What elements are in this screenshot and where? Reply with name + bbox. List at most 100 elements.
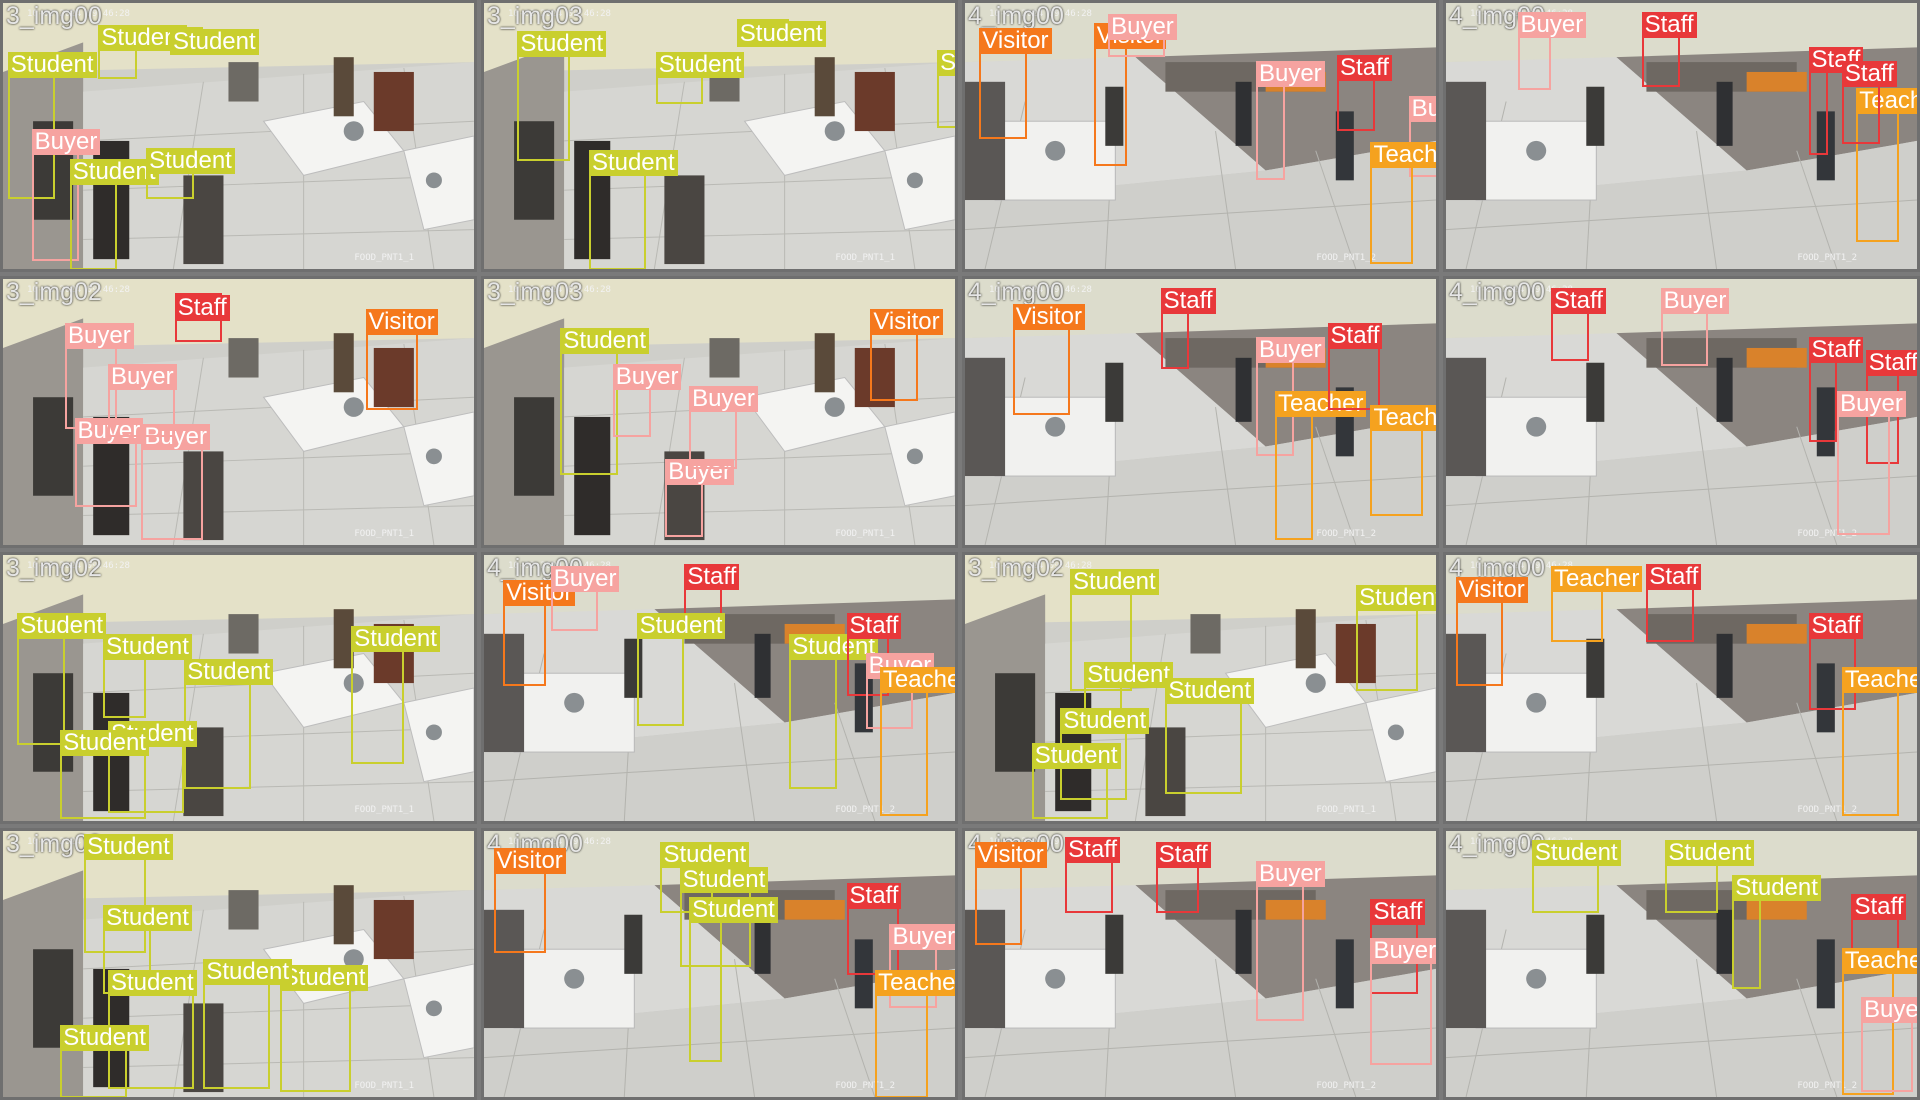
detection-label: Teacher (1370, 142, 1436, 169)
camera-id: FOOD_PNT1_1 (835, 529, 895, 539)
detection-box-teacher: Teacher (1841, 667, 1917, 817)
camera-id: FOOD_PNT1_1 (354, 253, 414, 263)
cafeteria-scene (3, 555, 474, 821)
detection-box-student: Student (60, 729, 149, 819)
detection-box-student: Student (98, 25, 188, 80)
detection-box-staff: Staff (1370, 899, 1426, 995)
detection-label: Student (660, 842, 750, 869)
tile-label: 3_img02 (6, 554, 102, 582)
detection-label: Buyer (1408, 95, 1436, 122)
detection-box-student: Student (789, 634, 878, 789)
detection-box-student: Student (1165, 677, 1255, 795)
camera-tile: 10-03-2024 09:46:28 FOOD_PNT1_2 4_img00 … (1443, 0, 1920, 272)
camera-id: FOOD_PNT1_2 (1316, 253, 1376, 263)
cafeteria-scene (1446, 555, 1917, 821)
detection-box-student: Student (146, 147, 235, 199)
tile-label: 4_img00 (968, 2, 1064, 30)
detection-label: Student (60, 729, 149, 756)
camera-id: FOOD_PNT1_1 (354, 805, 414, 815)
detection-box-teacher: Teacher (1841, 948, 1917, 1095)
detection-box-visitor: Visitor (503, 579, 576, 686)
detection-label: Student (588, 150, 678, 177)
detection-box-student: Student (1084, 661, 1173, 724)
detection-label: Staff (1865, 350, 1917, 377)
camera-tile: 10-03-2024 09:46:28 FOOD_PNT1_2 4_img00 … (1443, 552, 1920, 824)
detection-label: Student (1356, 585, 1436, 612)
detection-label: Student (517, 30, 607, 57)
detection-box-buyer: Buyer (1660, 287, 1730, 367)
detection-label: Student (169, 29, 259, 56)
detection-label: Buyer (1108, 14, 1177, 41)
detection-label: Staff (1065, 836, 1121, 863)
detection-label: Student (1069, 569, 1159, 596)
tile-label: 3_img03 (487, 2, 583, 30)
detection-label: Student (655, 52, 745, 79)
detection-label: Visitor (1012, 303, 1085, 330)
camera-id: FOOD_PNT1_2 (1797, 529, 1857, 539)
detection-box-visitor: Visitor (493, 847, 566, 954)
detection-box-staff: Staff (1808, 336, 1864, 443)
detection-label: Buyer (1370, 937, 1436, 964)
detection-label: Student (560, 328, 650, 355)
detection-label: Staff (1327, 323, 1383, 349)
detection-box-student: Student (1531, 839, 1621, 913)
detection-box-student: Student (736, 19, 826, 48)
detection-label: Buyer (1860, 997, 1917, 1024)
tile-label: 3_img02 (968, 554, 1064, 582)
detection-box-staff: Staff (174, 292, 230, 342)
tile-label: 3_img02 (6, 278, 102, 306)
detection-box-student: Student (588, 150, 678, 269)
detection-label: Buyer (1660, 287, 1730, 314)
camera-id: FOOD_PNT1_1 (354, 1081, 414, 1091)
detection-label: Teacher (1550, 566, 1643, 593)
detection-label: Staff (1851, 894, 1907, 921)
detection-label: Buyer (1255, 861, 1325, 888)
detection-box-buyer: Buyer (1255, 861, 1325, 1022)
camera-timestamp: 10-03-2024 09:46:28 (989, 285, 1092, 295)
detection-label: Student (279, 964, 369, 991)
camera-id: FOOD_PNT1_2 (1316, 1081, 1376, 1091)
detection-box-buyer: Buyer (689, 385, 758, 470)
detection-label: Student (689, 896, 778, 923)
camera-timestamp: 10-03-2024 09:46:28 (508, 561, 611, 571)
detection-label: Teacher (1275, 391, 1367, 417)
detection-label: Staff (846, 612, 902, 639)
detection-label: Student (184, 658, 273, 685)
detection-label: Visitor (979, 27, 1052, 54)
detection-box-student: Student (1356, 585, 1436, 691)
detection-label: Buyer (1255, 336, 1325, 363)
detection-label: Student (679, 866, 769, 893)
detection-box-student: Student (1732, 875, 1821, 989)
camera-id: FOOD_PNT1_2 (1797, 1081, 1857, 1091)
detection-label: Teacher (879, 667, 955, 693)
detection-box-teacher: Teacher (1275, 391, 1367, 541)
detection-box-staff: Staff (1065, 836, 1121, 913)
camera-timestamp: 10-03-2024 09:46:28 (989, 9, 1092, 19)
detection-box-student: Student (1031, 743, 1121, 819)
detection-box-student: Student (689, 896, 778, 1063)
camera-tile: 10-03-2024 09:46:28 FOOD_PNT1_2 4_img00 … (481, 828, 958, 1100)
detection-box-buyer: Buyer (1517, 11, 1587, 91)
detection-box-staff: Staff (1160, 287, 1216, 369)
detection-box-staff: Staff (1641, 11, 1697, 88)
detection-box-visitor: Visitor (870, 309, 943, 402)
camera-id: FOOD_PNT1_2 (1316, 529, 1376, 539)
detection-box-staff: Staff (846, 883, 902, 976)
detection-label: Student (937, 49, 955, 76)
detection-box-staff: Staff (1808, 47, 1864, 156)
detection-box-teacher: Teacher (879, 667, 955, 817)
detection-label: Buyer (889, 923, 955, 950)
detection-box-staff: Staff (1865, 350, 1917, 464)
detection-label: Student (1531, 839, 1621, 866)
detection-box-visitor: Visitor (1455, 577, 1528, 686)
detection-label: Staff (1337, 55, 1392, 82)
camera-tile: 10-03-2024 09:46:28 FOOD_PNT1_1 3_img02 … (0, 276, 477, 548)
detection-label: Staff (1808, 336, 1864, 363)
camera-timestamp: 10-03-2024 09:46:28 (1470, 837, 1573, 847)
detection-box-student: Student (60, 1024, 149, 1097)
detection-box-student: Student (279, 964, 369, 1093)
cafeteria-scene (484, 279, 955, 545)
camera-timestamp: 10-03-2024 09:46:28 (508, 9, 611, 19)
detection-box-student: Student (660, 842, 750, 913)
camera-tile: 10-03-2024 09:46:28 FOOD_PNT1_1 3_img02 … (0, 828, 477, 1100)
